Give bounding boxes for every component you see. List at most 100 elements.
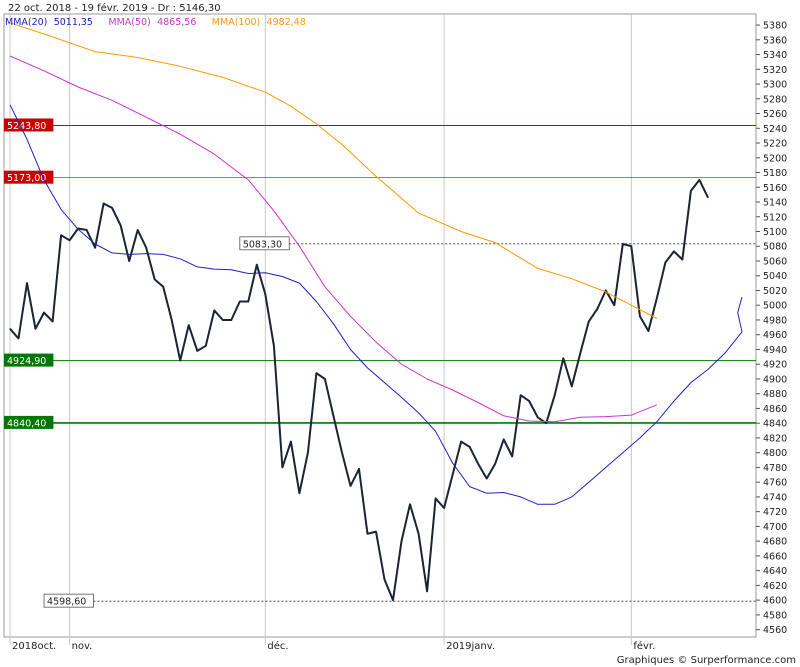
price-point	[60, 234, 62, 236]
x-tick-label: 2018oct.	[12, 641, 56, 652]
price-point	[17, 337, 20, 340]
x-tick-label: déc.	[267, 640, 288, 652]
price-point	[171, 319, 173, 321]
y-tick-label: 5380	[763, 21, 787, 32]
price-point	[639, 315, 641, 317]
price-point	[349, 485, 352, 487]
level-label: 4924,90	[7, 356, 46, 367]
price-point	[690, 190, 692, 192]
price-point	[486, 477, 488, 480]
marker-label: 4598,60	[47, 597, 86, 608]
price-point	[630, 245, 632, 247]
price-point	[154, 278, 156, 281]
x-tick-label: 2019janv.	[446, 641, 495, 652]
footer-credit: Graphiques © Surperformance.com	[617, 655, 796, 666]
y-tick-label: 4780	[763, 463, 787, 474]
level-label: 4840,40	[7, 418, 46, 429]
y-tick-label: 4640	[763, 566, 787, 577]
price-point	[656, 297, 658, 299]
y-tick-label: 5320	[763, 65, 787, 76]
y-tick-label: 5140	[763, 198, 787, 209]
price-point	[460, 441, 462, 443]
y-tick-label: 4660	[763, 551, 787, 562]
y-tick-label: 4880	[763, 389, 787, 400]
price-point	[26, 282, 28, 284]
moving-average-line	[9, 22, 658, 319]
price-point	[554, 394, 556, 396]
y-tick-label: 4700	[763, 522, 787, 533]
price-point	[273, 345, 275, 347]
price-point	[68, 239, 71, 241]
y-tick-label: 5240	[763, 124, 787, 135]
price-point	[579, 352, 581, 354]
price-point	[222, 319, 224, 321]
price-point	[128, 260, 130, 262]
price-point	[477, 463, 479, 465]
price-point	[332, 415, 335, 417]
x-tick-label: févr.	[633, 640, 655, 652]
price-point	[324, 378, 326, 380]
level-label: 5173,00	[7, 173, 46, 184]
y-tick-label: 4900	[763, 374, 787, 385]
y-tick-label: 4800	[763, 448, 787, 459]
price-point	[520, 394, 522, 396]
y-tick-label: 4600	[763, 596, 787, 607]
y-tick-label: 4560	[763, 625, 787, 636]
y-tick-label: 5060	[763, 256, 787, 267]
price-point	[434, 497, 437, 499]
legend-value: 4982,48	[267, 17, 306, 28]
y-tick-label: 4920	[763, 360, 787, 371]
y-tick-label: 5100	[763, 227, 787, 238]
level-label-bg	[4, 118, 54, 132]
price-point	[562, 357, 564, 359]
price-point	[366, 533, 369, 535]
moving-average-line	[9, 55, 658, 423]
x-tick-label: nov.	[72, 641, 93, 652]
y-tick-label: 4580	[763, 610, 787, 621]
price-point	[426, 590, 428, 592]
moving-average-line	[9, 104, 743, 505]
legend-name: MMA(100)	[212, 17, 260, 28]
price-point	[375, 530, 377, 533]
price-point	[588, 320, 590, 323]
price-point	[511, 455, 513, 457]
price-point	[494, 463, 496, 465]
plot-frame	[3, 13, 757, 638]
y-tick-label: 4720	[763, 507, 787, 518]
y-tick-label: 4940	[763, 345, 787, 356]
level-label: 5243,80	[7, 121, 46, 132]
price-point	[239, 300, 241, 303]
marker-label-box	[239, 236, 290, 251]
y-tick-label: 4840	[763, 419, 787, 430]
price-point	[409, 503, 411, 505]
y-tick-label: 5160	[763, 183, 787, 194]
price-point	[596, 308, 598, 310]
price-point	[613, 304, 615, 306]
y-tick-label: 5300	[763, 80, 787, 91]
price-point	[392, 599, 394, 601]
y-tick-label: 5020	[763, 286, 787, 297]
price-point	[86, 229, 88, 231]
level-label-bg	[4, 353, 54, 367]
price-point	[264, 293, 266, 295]
price-point	[51, 320, 54, 323]
level-label-bg	[4, 415, 54, 429]
price-point	[647, 330, 649, 332]
marker-label: 5083,30	[243, 239, 282, 250]
price-point	[256, 264, 258, 266]
price-point	[137, 229, 139, 231]
y-tick-label: 4980	[763, 315, 787, 326]
price-point	[111, 207, 113, 209]
y-tick-label: 4740	[763, 492, 787, 503]
price-point	[196, 350, 198, 352]
price-point	[188, 324, 190, 326]
price-point	[400, 540, 403, 542]
price-point	[145, 247, 147, 249]
price-point	[681, 258, 684, 261]
y-tick-label: 4820	[763, 433, 787, 444]
price-point	[341, 452, 343, 454]
legend-value: 4865,56	[157, 17, 196, 28]
legend-name: MMA(20)	[5, 17, 47, 28]
y-tick-label: 4760	[763, 478, 787, 489]
